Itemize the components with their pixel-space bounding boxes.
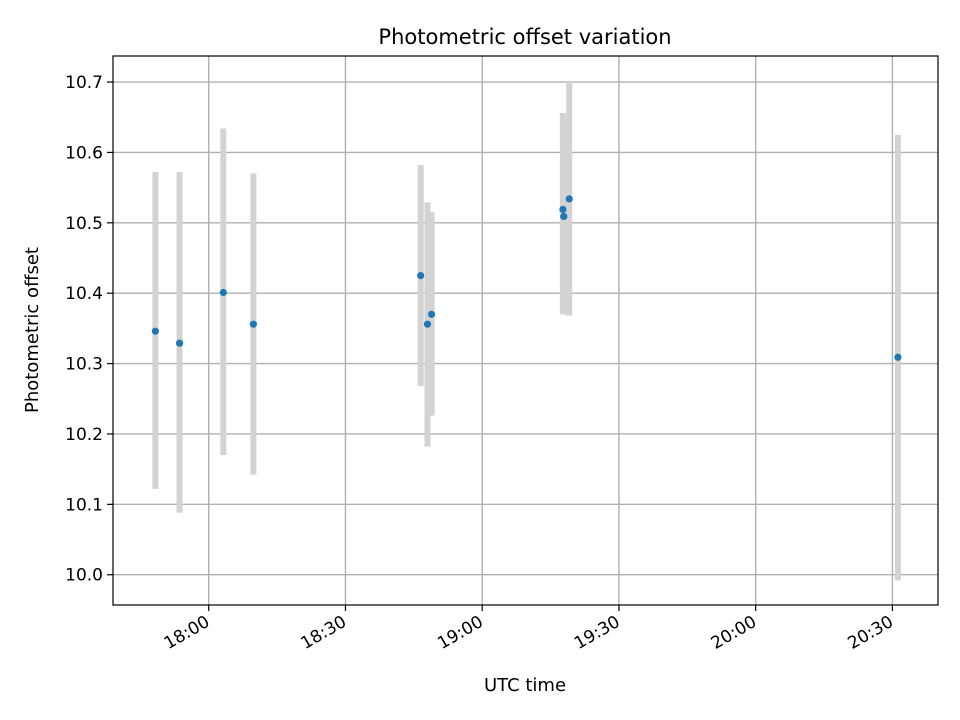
data-point bbox=[894, 353, 902, 361]
data-point bbox=[219, 288, 227, 297]
data-point bbox=[428, 310, 436, 318]
y-tick-label: 10.7 bbox=[65, 73, 103, 93]
chart-title: Photometric offset variation bbox=[378, 25, 671, 49]
x-tick-label: 19:00 bbox=[434, 612, 486, 654]
y-tick-label: 10.1 bbox=[65, 495, 103, 515]
data-point bbox=[249, 320, 257, 328]
y-tick-label: 10.0 bbox=[65, 566, 103, 586]
y-tick-label: 10.5 bbox=[65, 214, 103, 234]
data-point bbox=[565, 195, 573, 203]
y-tick-label: 10.4 bbox=[65, 284, 103, 304]
y-tick-label: 10.3 bbox=[65, 355, 103, 375]
x-axis-label: UTC time bbox=[484, 675, 566, 696]
y-tick-label: 10.6 bbox=[65, 143, 103, 163]
x-tick-label: 20:30 bbox=[844, 612, 896, 654]
grid bbox=[113, 56, 938, 605]
data-point bbox=[423, 320, 432, 328]
plot-frame bbox=[112, 55, 939, 606]
error-bars bbox=[152, 82, 901, 581]
data-point bbox=[175, 339, 184, 347]
y-axis-label: Photometric offset bbox=[22, 247, 43, 413]
data-point bbox=[417, 272, 425, 280]
y-tick-label: 10.2 bbox=[65, 425, 103, 445]
y-axis: 10.0 10.1 10.2 10.3 10.4 10.5 10.6 10.7 bbox=[65, 73, 113, 586]
x-axis: 18:00 18:30 19:00 19:30 20:00 20:30 bbox=[161, 605, 897, 654]
data-point bbox=[559, 205, 567, 214]
x-tick-label: 20:00 bbox=[708, 612, 760, 654]
data-points bbox=[151, 195, 902, 361]
data-point bbox=[151, 327, 159, 335]
data-point bbox=[560, 212, 568, 221]
x-tick-label: 18:30 bbox=[298, 612, 350, 654]
x-tick-label: 18:00 bbox=[161, 612, 213, 654]
x-tick-label: 19:30 bbox=[571, 612, 623, 654]
